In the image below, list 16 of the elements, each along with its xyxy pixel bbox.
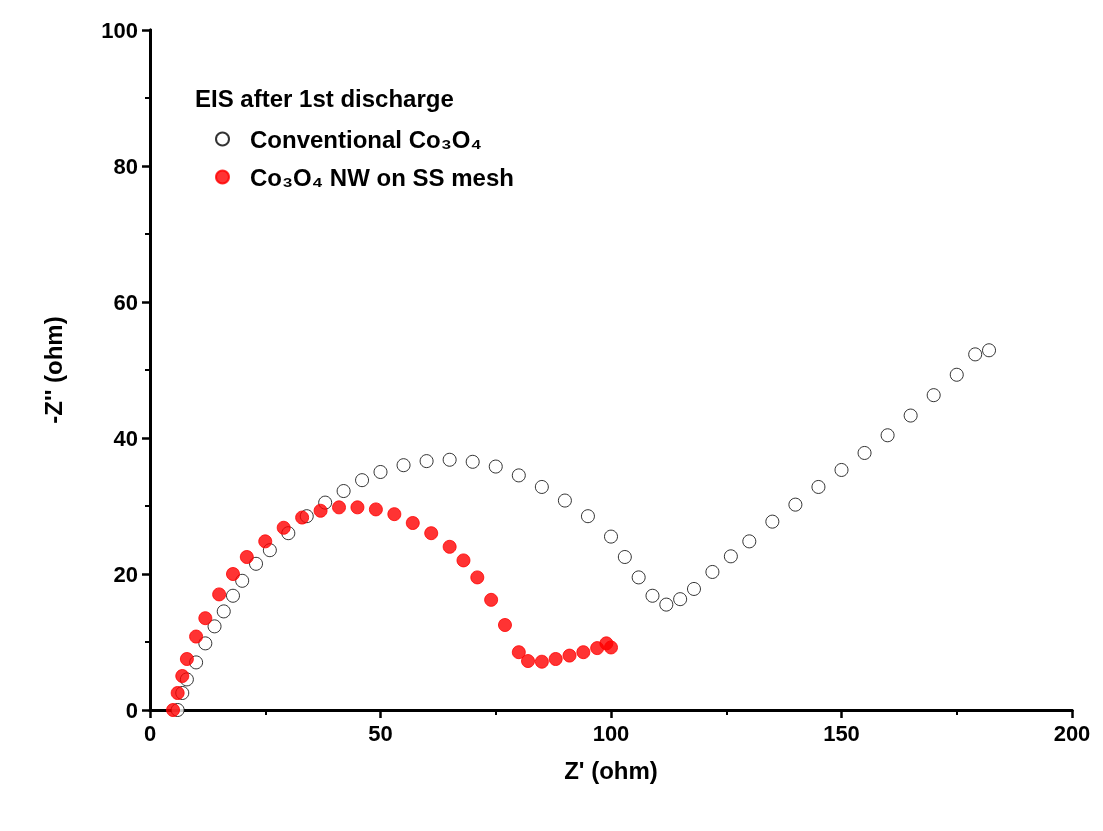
x-tick-label: 200 <box>1053 720 1091 746</box>
y-axis-title: -Z'' (ohm) <box>39 316 67 424</box>
legend-title: EIS after 1st discharge <box>195 84 454 112</box>
x-axis-title: Z' (ohm) <box>564 756 658 784</box>
y-tick-label: 40 <box>113 425 138 451</box>
legend-label: Conventional Co₃O₄ <box>250 125 482 153</box>
y-tick-label: 60 <box>113 289 138 315</box>
y-tick-label: 20 <box>113 561 138 587</box>
legend-label: Co₃O₄ NW on SS mesh <box>250 163 514 191</box>
y-tick-label: 100 <box>101 17 138 43</box>
y-tick-label: 80 <box>113 153 138 179</box>
x-tick-label: 50 <box>368 720 393 746</box>
x-tick-label: 150 <box>823 720 860 746</box>
y-tick-label: 0 <box>125 697 138 723</box>
x-tick-label: 0 <box>143 720 157 746</box>
x-tick-label: 100 <box>592 720 630 746</box>
